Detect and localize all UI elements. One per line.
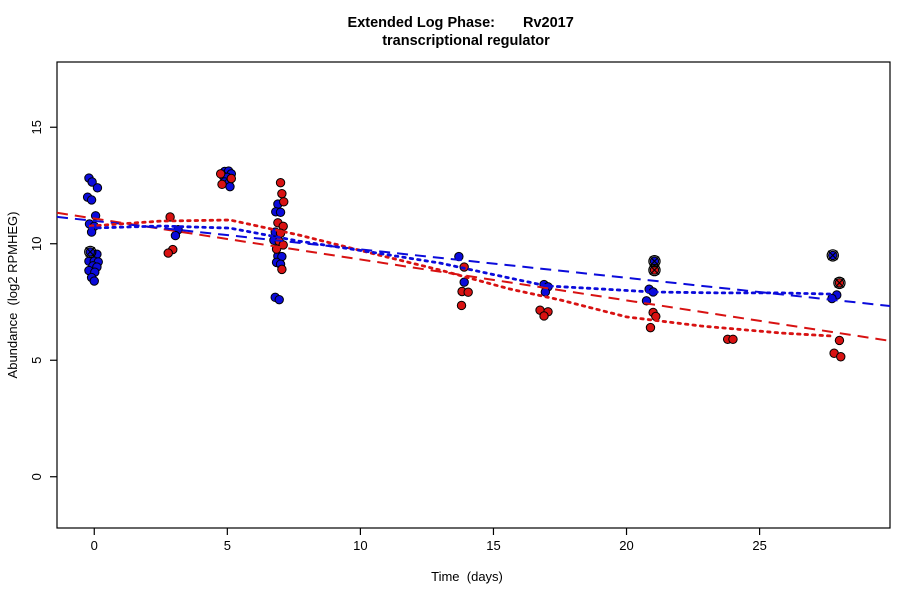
chart-title-gene: Rv2017 xyxy=(523,15,574,31)
highlight-cross-line xyxy=(649,256,660,267)
data-point-blue xyxy=(87,177,97,187)
trend-line-linear-fit-red xyxy=(56,211,891,342)
highlight-circle-marker xyxy=(826,249,839,262)
data-point-red xyxy=(226,173,237,184)
highlight-cross-line xyxy=(827,250,838,261)
data-point-blue xyxy=(92,183,103,193)
data-point-red xyxy=(279,197,289,207)
y-tick-label: 0 xyxy=(29,473,44,480)
data-point-blue xyxy=(459,277,469,287)
y-tick-label: 5 xyxy=(29,357,44,364)
x-tick-label: 10 xyxy=(353,538,367,553)
x-tick-label: 20 xyxy=(619,538,633,553)
plot-box xyxy=(56,61,891,529)
data-point-red xyxy=(165,212,175,222)
data-point-red xyxy=(836,352,846,362)
highlight-circle-marker xyxy=(833,276,846,290)
trend-line-loess-fit-blue xyxy=(88,224,833,296)
data-point-blue xyxy=(86,195,97,205)
plot-area: 0 5 10 15 20 25 0 5 10 15 xyxy=(29,61,891,553)
highlight-cross-line xyxy=(834,277,845,288)
data-point-red xyxy=(215,169,226,179)
data-point-blue xyxy=(225,181,235,192)
data-point-blue xyxy=(275,207,286,217)
data-point-red xyxy=(834,335,845,346)
data-point-blue xyxy=(540,287,551,297)
trend-line-loess-fit-red xyxy=(88,218,833,338)
data-point-red xyxy=(463,287,473,297)
data-point-red xyxy=(728,334,738,344)
data-point-red xyxy=(275,177,286,188)
highlight-circle-marker xyxy=(648,255,661,268)
highlight-circle-marker xyxy=(648,263,661,277)
chart-subtitle: transcriptional regulator xyxy=(382,33,550,49)
y-tick-label: 10 xyxy=(29,237,44,251)
highlight-circle-marker xyxy=(84,245,97,259)
data-point-blue xyxy=(170,230,181,241)
data-point-blue xyxy=(274,294,284,305)
data-point-red xyxy=(539,311,549,321)
data-point-red xyxy=(456,300,467,311)
x-tick-label: 25 xyxy=(752,538,766,553)
x-tick-label: 0 xyxy=(91,538,98,553)
y-tick-label: 15 xyxy=(29,120,44,134)
data-point-red xyxy=(217,179,227,190)
data-point-red xyxy=(277,188,287,199)
highlight-cross-line xyxy=(649,265,660,276)
x-tick-label: 15 xyxy=(486,538,500,553)
data-point-blue xyxy=(89,276,99,286)
data-point-red xyxy=(645,322,656,333)
chart-title-main: Extended Log Phase: xyxy=(348,15,495,31)
highlight-cross-line xyxy=(85,246,96,257)
data-point-red xyxy=(277,264,287,275)
trend-line-linear-fit-blue xyxy=(56,215,891,307)
y-axis-label: Abundance (log2 RPMHEG) xyxy=(5,212,20,379)
data-point-red xyxy=(163,248,173,258)
x-tick-label: 5 xyxy=(224,538,231,553)
x-axis-label: Time (days) xyxy=(431,569,503,584)
